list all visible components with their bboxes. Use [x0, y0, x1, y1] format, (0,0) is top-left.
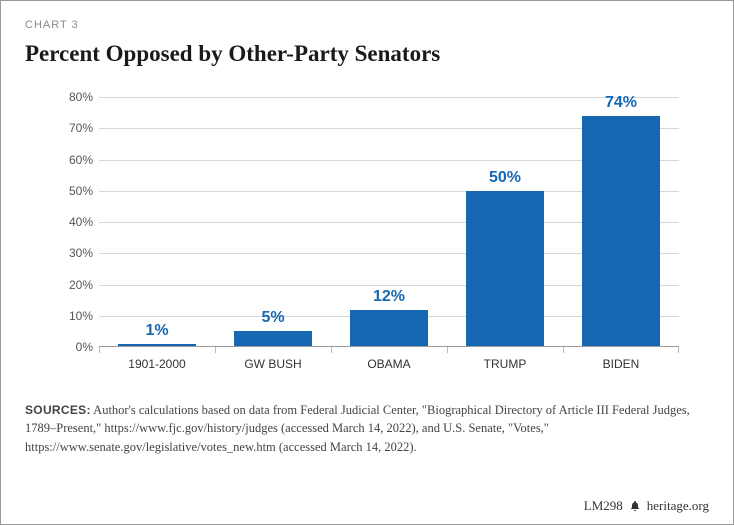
bars-container: 1% 5% 12% 50% 74%: [99, 97, 679, 347]
bell-icon: [629, 500, 641, 512]
bar-value-label: 50%: [489, 169, 521, 187]
bar: 12%: [350, 310, 429, 348]
bar: 50%: [466, 191, 545, 347]
bar-value-label: 74%: [605, 94, 637, 112]
bar-value-label: 1%: [145, 322, 168, 340]
x-tick-label: GW BUSH: [215, 351, 331, 371]
bar-value-label: 5%: [261, 309, 284, 327]
y-tick-label: 60%: [69, 153, 93, 167]
bar-slot: 12%: [331, 97, 447, 347]
chart-title: Percent Opposed by Other-Party Senators: [25, 41, 709, 67]
bar-value-label: 12%: [373, 288, 405, 306]
plot-area: 1% 5% 12% 50% 74%: [99, 97, 679, 347]
bar-slot: 1%: [99, 97, 215, 347]
y-tick-label: 0%: [76, 340, 93, 354]
y-tick-label: 30%: [69, 246, 93, 260]
bar: 74%: [582, 116, 661, 347]
sources-text: Author's calculations based on data from…: [25, 403, 690, 454]
y-tick-label: 20%: [69, 278, 93, 292]
x-tick-label: OBAMA: [331, 351, 447, 371]
bar-slot: 5%: [215, 97, 331, 347]
x-tick-label: TRUMP: [447, 351, 563, 371]
y-tick-label: 50%: [69, 184, 93, 198]
y-tick-label: 70%: [69, 121, 93, 135]
bar-slot: 74%: [563, 97, 679, 347]
x-tick-label: BIDEN: [563, 351, 679, 371]
chart-eyebrow: CHART 3: [25, 19, 709, 31]
x-tick-label: 1901-2000: [99, 351, 215, 371]
footer-code: LM298: [584, 498, 623, 514]
footer: LM298 heritage.org: [584, 498, 709, 514]
x-axis-labels: 1901-2000GW BUSHOBAMATRUMPBIDEN: [99, 351, 679, 371]
sources-label: SOURCES:: [25, 403, 91, 417]
y-axis: 0%10%20%30%40%50%60%70%80%: [53, 97, 99, 347]
footer-site: heritage.org: [647, 498, 709, 514]
bar: 5%: [234, 331, 313, 347]
sources-note: SOURCES: Author's calculations based on …: [25, 401, 709, 456]
y-tick-label: 10%: [69, 309, 93, 323]
bar-chart: 0% 10% 20% 30% 40% 50% 60% 70% 80% 1% 5% 12% 50% 74%…: [53, 89, 693, 389]
y-tick-label: 80%: [69, 90, 93, 104]
y-tick-label: 40%: [69, 215, 93, 229]
bar-slot: 50%: [447, 97, 563, 347]
